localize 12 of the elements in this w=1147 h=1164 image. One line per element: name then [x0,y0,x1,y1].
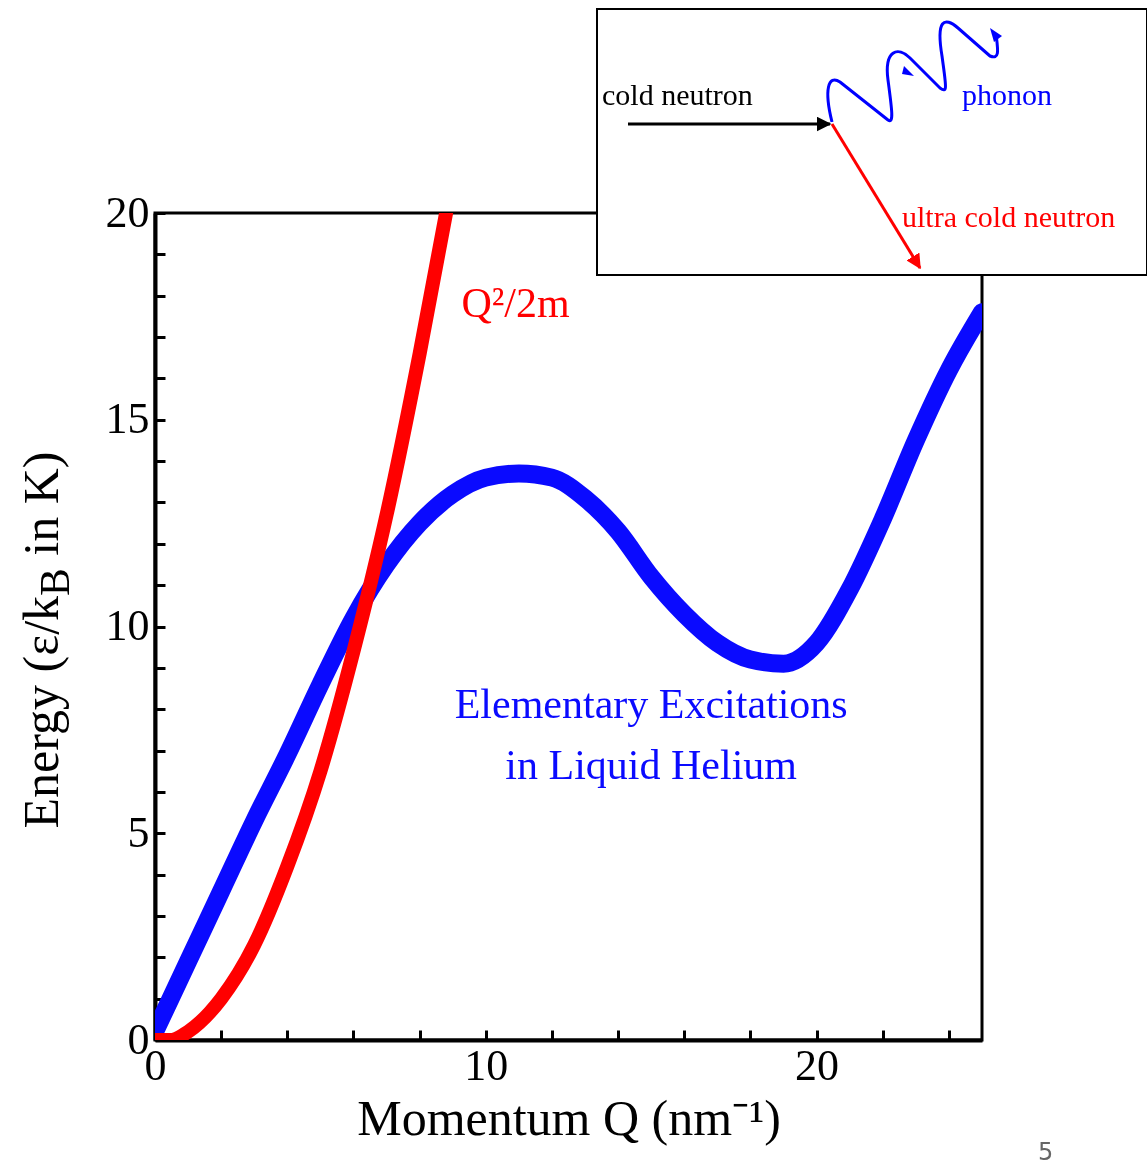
text: 5 [1038,1138,1054,1164]
annotation: ultra cold neutron [902,200,1116,234]
y-tick-label: 15 [105,394,150,444]
x-tick-label: 20 [795,1040,840,1090]
series-label: Q²/2m [461,279,571,326]
y-tick-label: 20 [105,187,150,237]
y-tick-label: 10 [105,601,150,650]
x-axis-title: Momentum Q (nm⁻¹) [357,1089,781,1146]
x-tick-label: 10 [464,1040,509,1090]
y-tick-label: 5 [127,807,150,857]
series-label: Elementary Excitations in Liquid Helium [454,681,848,788]
scattering-diagram: cold neutron phonon ultra cold neutron [596,8,1147,276]
